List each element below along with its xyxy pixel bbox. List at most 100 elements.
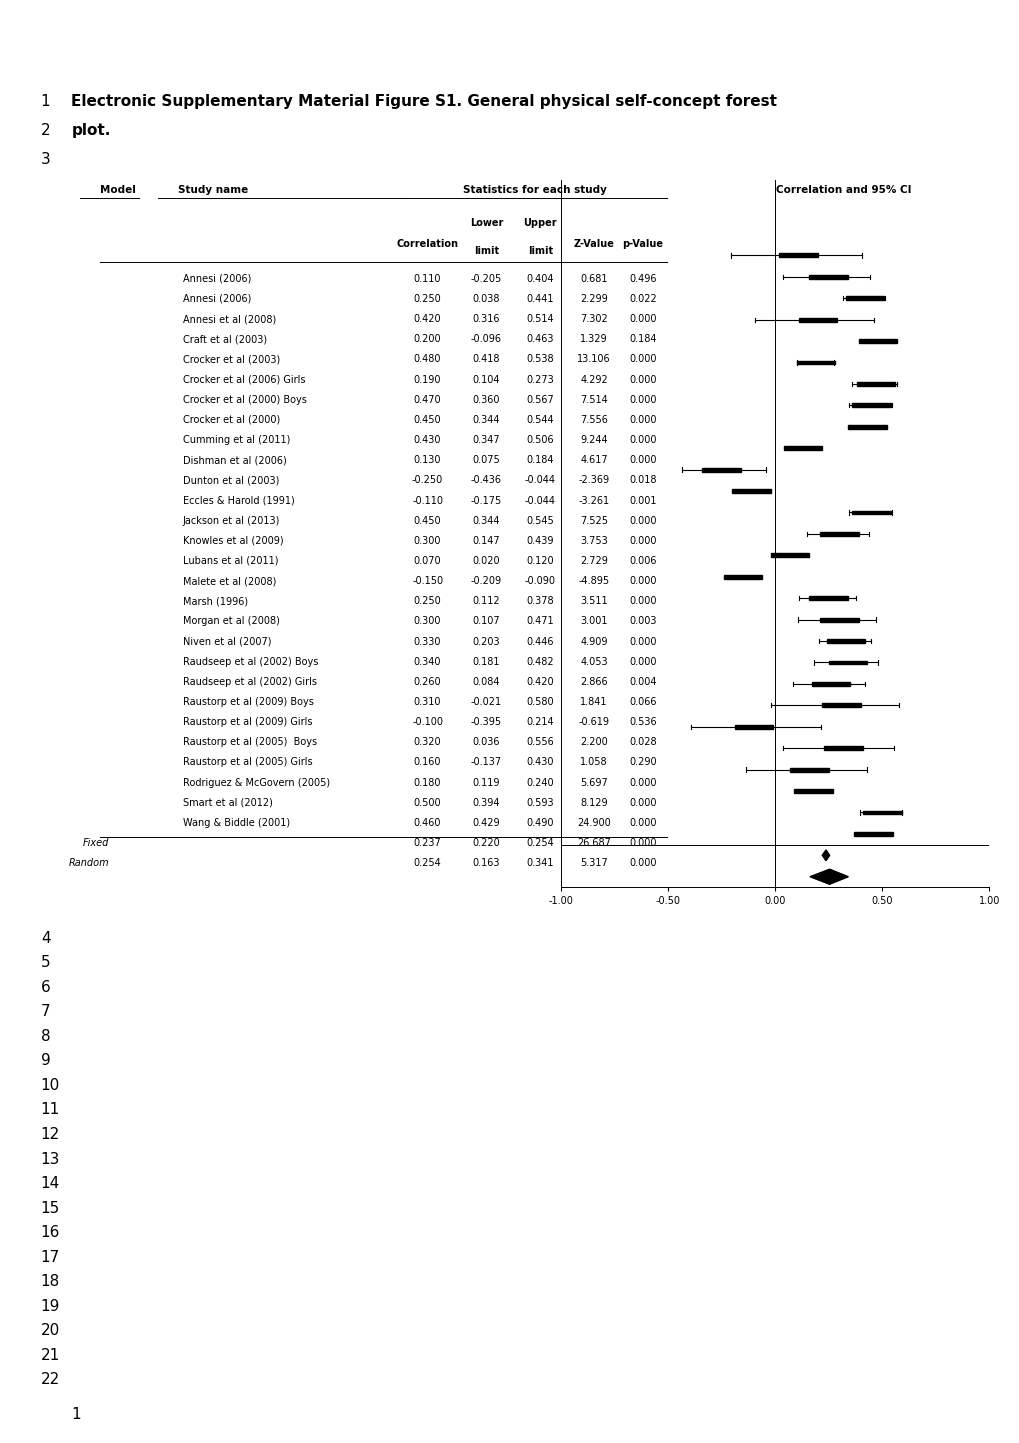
Text: 0.180: 0.180 bbox=[414, 778, 441, 788]
Text: 0.330: 0.330 bbox=[414, 636, 441, 646]
Text: 0.254: 0.254 bbox=[526, 838, 553, 848]
Polygon shape bbox=[821, 850, 828, 860]
Text: 0.429: 0.429 bbox=[472, 818, 499, 828]
Text: 0.480: 0.480 bbox=[414, 355, 441, 365]
Text: -0.175: -0.175 bbox=[470, 495, 501, 505]
Bar bbox=[856, 382, 895, 385]
Text: Fixed: Fixed bbox=[83, 838, 109, 848]
Text: 1: 1 bbox=[41, 94, 50, 108]
Text: 0.147: 0.147 bbox=[472, 535, 499, 545]
Polygon shape bbox=[809, 869, 848, 885]
Text: 0.084: 0.084 bbox=[472, 677, 499, 687]
Text: 0.000: 0.000 bbox=[629, 434, 656, 444]
Text: 0.446: 0.446 bbox=[526, 636, 553, 646]
Text: 0.240: 0.240 bbox=[526, 778, 553, 788]
Text: Dunton et al (2003): Dunton et al (2003) bbox=[182, 475, 279, 485]
Text: Crocker et al (2006) Girls: Crocker et al (2006) Girls bbox=[182, 375, 305, 385]
Text: Model: Model bbox=[100, 185, 136, 195]
Text: 0.347: 0.347 bbox=[472, 434, 499, 444]
Text: Marsh (1996): Marsh (1996) bbox=[182, 596, 248, 606]
Text: 0.496: 0.496 bbox=[629, 274, 656, 284]
Text: limit: limit bbox=[473, 247, 498, 255]
Text: 14: 14 bbox=[41, 1176, 60, 1190]
Text: 0.681: 0.681 bbox=[580, 274, 607, 284]
Text: Malete et al (2008): Malete et al (2008) bbox=[182, 576, 276, 586]
Text: Annesi et al (2008): Annesi et al (2008) bbox=[182, 315, 276, 325]
Text: Annesi (2006): Annesi (2006) bbox=[182, 274, 251, 284]
Text: 0.075: 0.075 bbox=[472, 455, 499, 465]
Text: 0.514: 0.514 bbox=[526, 315, 553, 325]
Text: 17: 17 bbox=[41, 1250, 60, 1264]
Bar bbox=[852, 404, 890, 407]
Text: 0.022: 0.022 bbox=[629, 294, 656, 304]
Text: Crocker et al (2000) Boys: Crocker et al (2000) Boys bbox=[182, 395, 307, 404]
Text: 2.299: 2.299 bbox=[580, 294, 607, 304]
Text: 0.000: 0.000 bbox=[629, 395, 656, 404]
Text: -0.096: -0.096 bbox=[471, 335, 501, 345]
Text: 0.163: 0.163 bbox=[472, 859, 499, 869]
Text: 0.107: 0.107 bbox=[472, 616, 499, 626]
Text: 0.000: 0.000 bbox=[629, 636, 656, 646]
Text: 0.200: 0.200 bbox=[414, 335, 441, 345]
Text: 0.004: 0.004 bbox=[629, 677, 656, 687]
Bar bbox=[821, 703, 860, 707]
Text: 0.203: 0.203 bbox=[472, 636, 499, 646]
Text: 0.300: 0.300 bbox=[414, 616, 441, 626]
Text: 0.237: 0.237 bbox=[414, 838, 441, 848]
Bar bbox=[809, 274, 847, 278]
Text: 8.129: 8.129 bbox=[580, 798, 607, 808]
Text: 0.001: 0.001 bbox=[629, 495, 656, 505]
Text: 0.420: 0.420 bbox=[526, 677, 553, 687]
Text: 0.220: 0.220 bbox=[472, 838, 499, 848]
Text: 0.250: 0.250 bbox=[414, 596, 441, 606]
Text: 0.544: 0.544 bbox=[526, 416, 553, 424]
Text: 4.617: 4.617 bbox=[580, 455, 607, 465]
Bar bbox=[794, 789, 833, 794]
Text: 0.000: 0.000 bbox=[629, 535, 656, 545]
Text: 0.120: 0.120 bbox=[526, 556, 553, 566]
Text: 26.687: 26.687 bbox=[577, 838, 610, 848]
Text: 0.344: 0.344 bbox=[472, 416, 499, 424]
Text: 0.404: 0.404 bbox=[526, 274, 553, 284]
Text: 0.000: 0.000 bbox=[629, 416, 656, 424]
Text: 0.104: 0.104 bbox=[472, 375, 499, 385]
Bar bbox=[845, 296, 883, 300]
Text: 0.036: 0.036 bbox=[472, 737, 499, 747]
Text: 0.028: 0.028 bbox=[629, 737, 656, 747]
Text: 0.000: 0.000 bbox=[629, 838, 656, 848]
Text: 0.184: 0.184 bbox=[629, 335, 656, 345]
Text: 0.394: 0.394 bbox=[472, 798, 499, 808]
Text: 7.302: 7.302 bbox=[580, 315, 607, 325]
Bar bbox=[852, 511, 890, 514]
Text: 0.273: 0.273 bbox=[526, 375, 553, 385]
Text: -0.100: -0.100 bbox=[412, 717, 442, 727]
Text: 0.482: 0.482 bbox=[526, 657, 553, 667]
Text: 8: 8 bbox=[41, 1029, 50, 1043]
Text: -0.044: -0.044 bbox=[524, 475, 555, 485]
Text: -0.137: -0.137 bbox=[471, 758, 501, 768]
Text: Morgan et al (2008): Morgan et al (2008) bbox=[182, 616, 279, 626]
Text: 7.556: 7.556 bbox=[580, 416, 607, 424]
Text: 3.511: 3.511 bbox=[580, 596, 607, 606]
Text: 0.470: 0.470 bbox=[414, 395, 441, 404]
Text: 0.000: 0.000 bbox=[629, 576, 656, 586]
Bar bbox=[847, 424, 886, 429]
Text: 0.310: 0.310 bbox=[414, 697, 441, 707]
Text: 11: 11 bbox=[41, 1102, 60, 1117]
Text: 0.250: 0.250 bbox=[414, 294, 441, 304]
Text: Study name: Study name bbox=[177, 185, 248, 195]
Text: -0.090: -0.090 bbox=[524, 576, 555, 586]
Text: 4: 4 bbox=[41, 931, 50, 945]
Text: 7.514: 7.514 bbox=[580, 395, 607, 404]
Text: 0.000: 0.000 bbox=[629, 315, 656, 325]
Bar bbox=[825, 639, 864, 644]
Text: 0.000: 0.000 bbox=[629, 455, 656, 465]
Bar bbox=[819, 532, 858, 535]
Text: 0.556: 0.556 bbox=[526, 737, 553, 747]
Text: 0.439: 0.439 bbox=[526, 535, 553, 545]
Text: 19: 19 bbox=[41, 1299, 60, 1313]
Text: 0.316: 0.316 bbox=[472, 315, 499, 325]
Text: Correlation and 95% CI: Correlation and 95% CI bbox=[775, 185, 911, 195]
Text: 0.290: 0.290 bbox=[629, 758, 656, 768]
Text: 0.490: 0.490 bbox=[526, 818, 553, 828]
